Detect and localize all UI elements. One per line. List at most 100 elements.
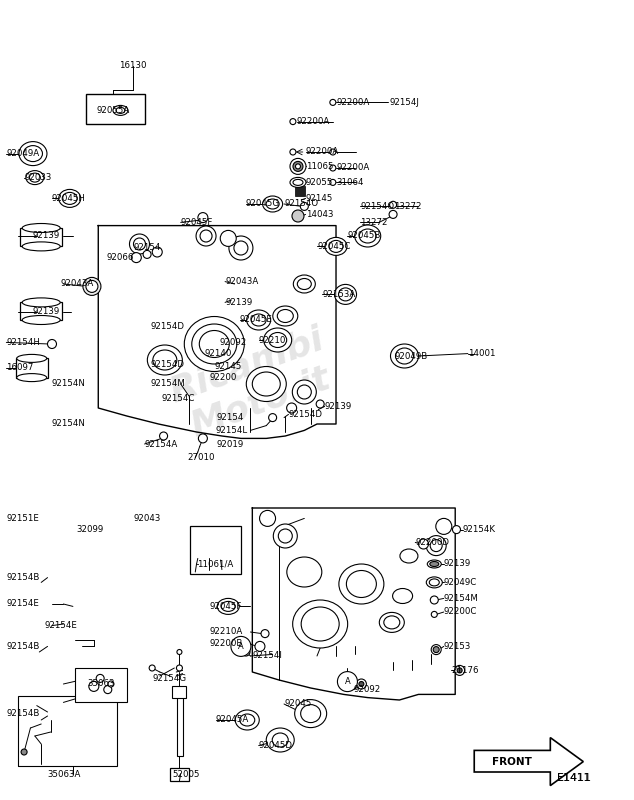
Text: 92154B: 92154B bbox=[6, 642, 40, 651]
Text: E1411: E1411 bbox=[557, 774, 590, 783]
Ellipse shape bbox=[199, 330, 230, 358]
Text: 92154D: 92154D bbox=[288, 410, 323, 419]
Text: 92045G: 92045G bbox=[246, 199, 280, 209]
Ellipse shape bbox=[116, 107, 125, 114]
Circle shape bbox=[108, 681, 114, 687]
Text: 92154E: 92154E bbox=[44, 621, 77, 630]
Ellipse shape bbox=[272, 733, 288, 747]
Bar bbox=[20, 302, 62, 320]
Text: 92139: 92139 bbox=[33, 231, 60, 241]
Text: 92066: 92066 bbox=[107, 253, 134, 262]
Circle shape bbox=[143, 250, 151, 258]
Text: 92154B: 92154B bbox=[6, 573, 40, 582]
Ellipse shape bbox=[346, 570, 377, 598]
Text: 27010: 27010 bbox=[187, 453, 214, 462]
Text: 92154H: 92154H bbox=[6, 338, 40, 347]
Circle shape bbox=[160, 432, 167, 440]
Circle shape bbox=[290, 149, 296, 155]
Text: 92200: 92200 bbox=[209, 373, 236, 382]
Circle shape bbox=[292, 380, 316, 404]
Circle shape bbox=[433, 646, 439, 653]
Circle shape bbox=[418, 539, 429, 549]
Text: 92154M: 92154M bbox=[444, 594, 479, 603]
Circle shape bbox=[359, 682, 364, 686]
Circle shape bbox=[234, 241, 248, 255]
Text: 92139: 92139 bbox=[325, 402, 352, 411]
Circle shape bbox=[86, 280, 98, 292]
Text: 92049C: 92049C bbox=[444, 578, 477, 587]
Text: 92049B: 92049B bbox=[394, 351, 427, 361]
Ellipse shape bbox=[396, 348, 413, 364]
Circle shape bbox=[220, 230, 236, 246]
Text: 92154A: 92154A bbox=[145, 440, 178, 450]
Text: 92200A: 92200A bbox=[336, 163, 369, 173]
Circle shape bbox=[177, 650, 182, 654]
Circle shape bbox=[21, 749, 27, 755]
Text: 92154: 92154 bbox=[133, 243, 160, 253]
Text: 11065: 11065 bbox=[306, 162, 333, 171]
Ellipse shape bbox=[251, 314, 266, 326]
Ellipse shape bbox=[429, 579, 439, 586]
Text: 92154L: 92154L bbox=[216, 426, 248, 435]
Circle shape bbox=[287, 403, 297, 413]
Text: 92045F: 92045F bbox=[209, 602, 242, 611]
Ellipse shape bbox=[217, 598, 239, 614]
Ellipse shape bbox=[269, 333, 287, 347]
Text: 92045H: 92045H bbox=[52, 194, 86, 203]
Ellipse shape bbox=[22, 315, 60, 325]
Text: 92049A: 92049A bbox=[6, 149, 39, 158]
Text: 92045A: 92045A bbox=[216, 715, 249, 725]
Text: 92154E: 92154E bbox=[6, 599, 39, 609]
Ellipse shape bbox=[22, 223, 60, 233]
Ellipse shape bbox=[273, 306, 298, 326]
Ellipse shape bbox=[426, 577, 443, 588]
Ellipse shape bbox=[391, 344, 418, 368]
Ellipse shape bbox=[427, 560, 441, 568]
Ellipse shape bbox=[240, 714, 255, 726]
Ellipse shape bbox=[26, 170, 44, 185]
Text: 92145: 92145 bbox=[306, 194, 333, 203]
Ellipse shape bbox=[23, 146, 42, 162]
Ellipse shape bbox=[339, 288, 353, 301]
Bar bbox=[177, 696, 183, 756]
Ellipse shape bbox=[19, 142, 47, 166]
Circle shape bbox=[149, 665, 155, 671]
Ellipse shape bbox=[153, 350, 177, 370]
Bar bbox=[16, 358, 48, 378]
Circle shape bbox=[48, 339, 56, 349]
Text: 92045E: 92045E bbox=[240, 315, 273, 325]
Circle shape bbox=[152, 247, 162, 257]
Ellipse shape bbox=[252, 372, 280, 396]
Ellipse shape bbox=[325, 238, 347, 255]
Ellipse shape bbox=[62, 192, 77, 204]
Text: 92200D: 92200D bbox=[415, 538, 450, 547]
Circle shape bbox=[426, 536, 446, 556]
Ellipse shape bbox=[301, 607, 339, 641]
Text: 52005: 52005 bbox=[172, 770, 200, 779]
Text: 16097: 16097 bbox=[6, 363, 34, 373]
Circle shape bbox=[131, 253, 141, 262]
Text: Ricambi
Moto.it: Ricambi Moto.it bbox=[165, 322, 342, 446]
Text: 92045: 92045 bbox=[284, 699, 311, 709]
Text: 35063A: 35063A bbox=[48, 770, 81, 779]
Bar bbox=[86, 94, 145, 124]
Text: 16130: 16130 bbox=[119, 61, 147, 70]
Text: 92200B: 92200B bbox=[209, 639, 243, 649]
Text: 92200C: 92200C bbox=[444, 607, 477, 617]
Text: 32099: 32099 bbox=[76, 525, 103, 534]
Ellipse shape bbox=[147, 345, 183, 375]
Ellipse shape bbox=[262, 196, 283, 212]
Bar bbox=[172, 686, 186, 698]
Ellipse shape bbox=[22, 242, 60, 251]
Ellipse shape bbox=[266, 728, 294, 752]
Circle shape bbox=[330, 165, 336, 171]
Circle shape bbox=[316, 400, 324, 408]
Text: FRONT: FRONT bbox=[493, 757, 532, 766]
Circle shape bbox=[297, 385, 311, 399]
Text: 92210A: 92210A bbox=[209, 627, 242, 637]
Circle shape bbox=[457, 668, 462, 673]
Text: 92154D: 92154D bbox=[151, 359, 185, 369]
Circle shape bbox=[83, 278, 101, 295]
Circle shape bbox=[430, 540, 442, 552]
Circle shape bbox=[453, 526, 460, 534]
